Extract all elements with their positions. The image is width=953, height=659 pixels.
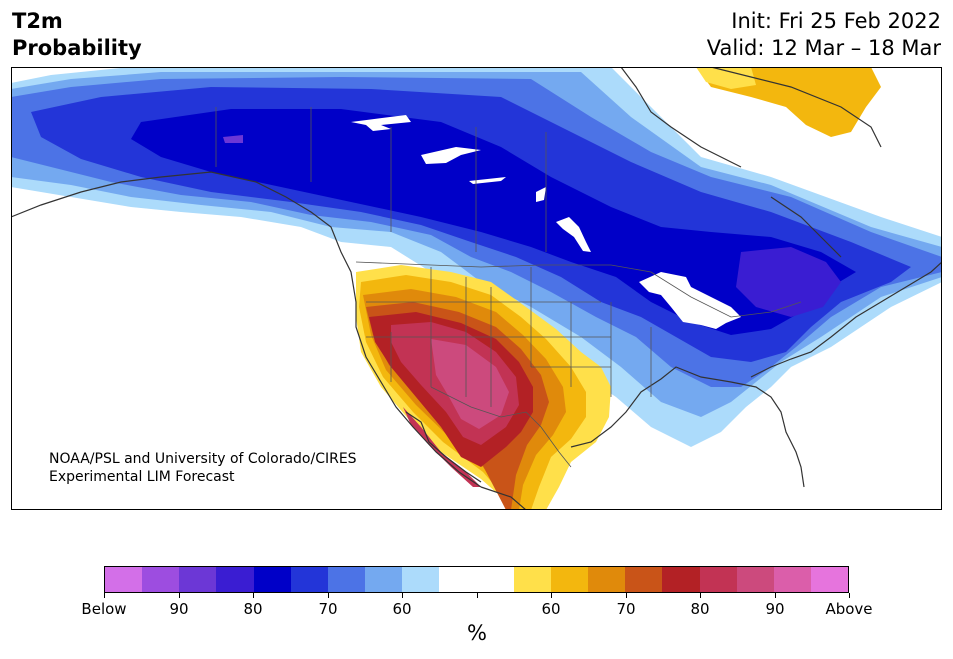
lake-athabasca	[469, 177, 506, 184]
colorbar-segment	[142, 567, 180, 592]
colorbar-tick	[626, 593, 627, 598]
colorbar-segment	[773, 567, 811, 592]
colorbar-tick	[849, 593, 850, 598]
colorbar-tick	[775, 593, 776, 598]
colorbar-segment	[588, 567, 626, 592]
colorbar-tick-label: 80	[243, 600, 263, 618]
colorbar-tick	[179, 593, 180, 598]
colorbar-segment	[662, 567, 700, 592]
colorbar-tick-label: 90	[765, 600, 785, 618]
lake-great-slave	[421, 147, 481, 164]
lake-reindeer	[536, 187, 546, 202]
colorbar-segment	[179, 567, 217, 592]
valid-dates: Valid: 12 Mar – 18 Mar	[706, 36, 941, 60]
below-peak-small	[223, 135, 243, 143]
lake-winnipeg	[556, 217, 591, 252]
below-peak-region	[736, 247, 841, 317]
colorbar	[104, 566, 849, 593]
map-border	[11, 67, 942, 510]
colorbar-tick-label: 60	[392, 600, 412, 618]
coastlines	[11, 67, 942, 510]
colorbar-segment	[327, 567, 366, 592]
colorbar-tick-label: Above	[825, 600, 873, 618]
title-line-2: Probability	[12, 36, 142, 60]
credit-line-1: NOAA/PSL and University of Colorado/CIRE…	[49, 451, 357, 467]
colorbar-tick-label: 60	[541, 600, 561, 618]
colorbar-segment	[402, 567, 440, 592]
colorbar-segment	[476, 567, 514, 592]
colorbar-segment	[513, 567, 551, 592]
credit-line-2: Experimental LIM Forecast	[49, 469, 235, 485]
init-date: Init: Fri 25 Feb 2022	[731, 9, 941, 33]
colorbar-segment	[699, 567, 737, 592]
colorbar-tick	[402, 593, 403, 598]
credit-text: NOAA/PSL and University of Colorado/CIRE…	[49, 450, 357, 486]
colorbar-tick-label: 70	[318, 600, 338, 618]
lake-great-bear	[351, 115, 411, 131]
probability-map	[11, 67, 942, 510]
political-borders	[215, 107, 802, 468]
colorbar-segment	[439, 567, 477, 592]
colorbar-tick	[477, 593, 478, 598]
colorbar-segment	[810, 567, 849, 592]
colorbar-segment	[736, 567, 774, 592]
great-lakes	[639, 272, 741, 329]
colorbar-tick	[253, 593, 254, 598]
above-pink-region	[431, 339, 509, 429]
greenland-above-light	[696, 67, 756, 89]
colorbar-tick-label: 90	[169, 600, 189, 618]
title-line-1: T2m	[12, 9, 63, 33]
colorbar-segment	[105, 567, 143, 592]
colorbar-tick	[328, 593, 329, 598]
colorbar-segment	[216, 567, 254, 592]
colorbar-tick	[551, 593, 552, 598]
colorbar-tick	[700, 593, 701, 598]
colorbar-segment	[625, 567, 663, 592]
forecast-dates: Init: Fri 25 Feb 2022 Valid: 12 Mar – 18…	[707, 8, 941, 62]
map-title: T2m Probability	[12, 8, 142, 62]
colorbar-tick	[104, 593, 105, 598]
colorbar-tick-label: Below	[81, 600, 127, 618]
colorbar-segment	[550, 567, 589, 592]
colorbar-segment	[365, 567, 403, 592]
colorbar-segment	[253, 567, 291, 592]
colorbar-tick-label: 70	[616, 600, 636, 618]
colorbar-tick-label: 80	[690, 600, 710, 618]
colorbar-segment	[290, 567, 328, 592]
colorbar-unit: %	[467, 621, 487, 645]
map-svg	[11, 67, 942, 510]
